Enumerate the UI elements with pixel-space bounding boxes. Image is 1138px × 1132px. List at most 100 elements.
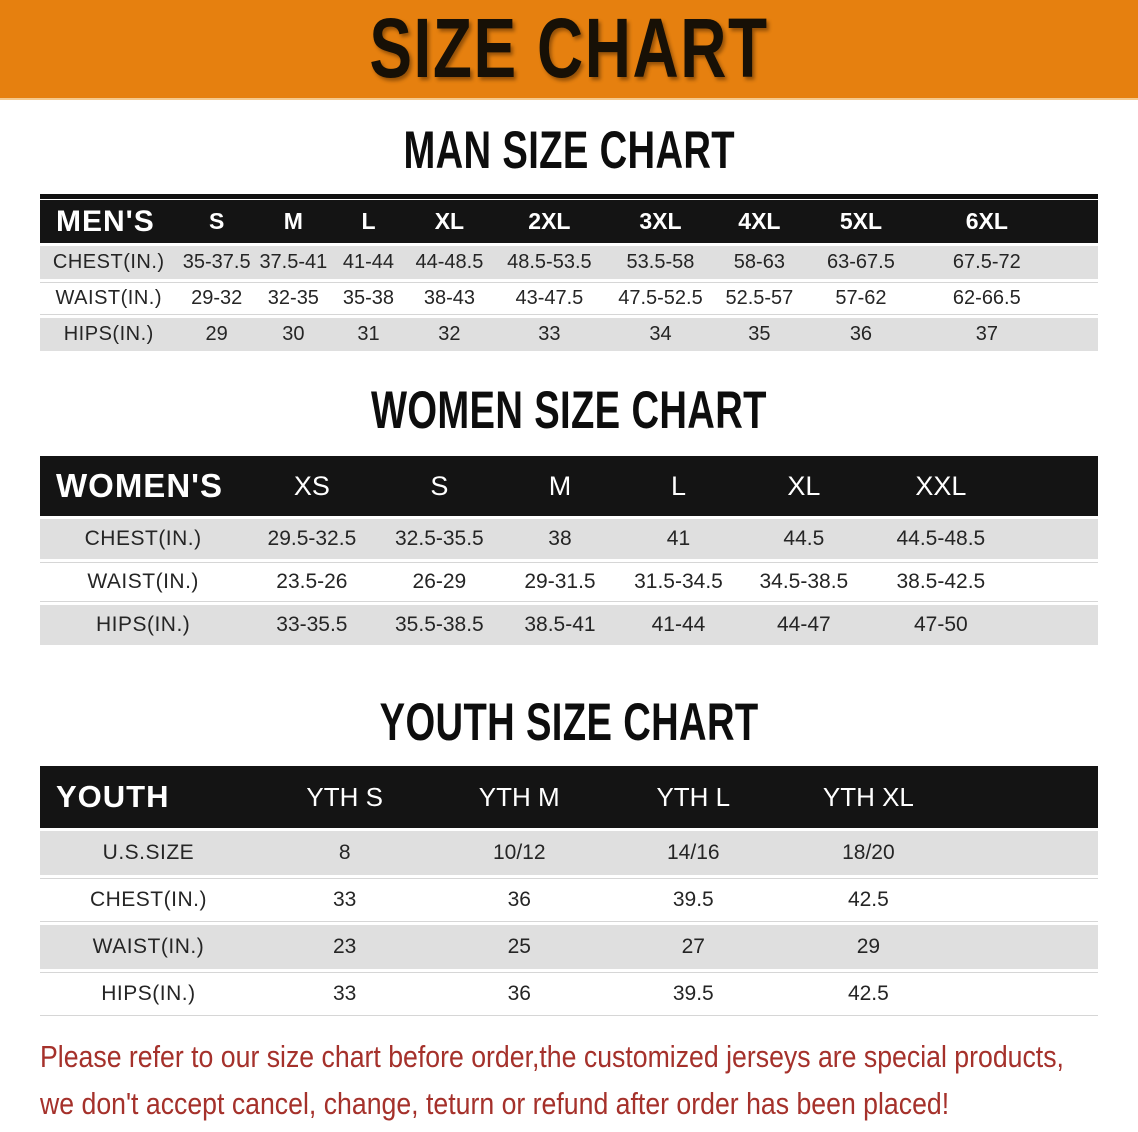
- size-row: WAIST(IN.) 23 25 27 29: [40, 925, 1098, 969]
- row-filler: [956, 831, 1098, 875]
- disclaimer-note: Please refer to our size chart before or…: [40, 1033, 1138, 1127]
- size-row: CHEST(IN.) 29.5-32.5 32.5-35.5 38 41 44.5 44.5…: [40, 519, 1098, 559]
- size-row: CHEST(IN.) 35-37.5 37.5-41 41-44 44-48.5 48.5…: [40, 246, 1098, 279]
- youth-section-heading: YOUTH SIZE CHART: [0, 692, 1138, 753]
- row-label: U.S.SIZE: [40, 831, 257, 875]
- row-label: WAIST(IN.): [40, 282, 178, 315]
- size-row: HIPS(IN.) 33 36 39.5 42.5: [40, 972, 1098, 1016]
- size-row: HIPS(IN.) 33-35.5 35.5-38.5 38.5-41 41-44 44-…: [40, 605, 1098, 645]
- band-filler: [1055, 200, 1098, 243]
- size-cell: 33: [492, 318, 606, 351]
- youth-section: YOUTH SIZE CHART YOUTH YTH S YTH M YTH L YTH…: [0, 692, 1138, 1019]
- row-filler: [1012, 605, 1098, 645]
- size-cell: 38-43: [406, 282, 493, 315]
- women-section-heading: WOMEN SIZE CHART: [0, 380, 1138, 441]
- size-cell: 57-62: [803, 282, 919, 315]
- size-cell: 29: [780, 925, 957, 969]
- row-label: CHEST(IN.): [40, 878, 257, 922]
- men-table-top-rule: [40, 194, 1098, 199]
- row-filler: [956, 878, 1098, 922]
- size-column-header: 4XL: [714, 200, 804, 243]
- size-cell: 33: [256, 878, 433, 922]
- size-cell: 31.5-34.5: [618, 562, 739, 602]
- size-column-header: L: [618, 456, 739, 516]
- women-table-header-row: WOMEN'S XS S M L XL XXL: [40, 456, 1098, 516]
- size-cell: 41: [618, 519, 739, 559]
- size-column-header: S: [177, 200, 256, 243]
- size-row: CHEST(IN.) 33 36 39.5 42.5: [40, 878, 1098, 922]
- women-size-table: WOMEN'S XS S M L XL XXL CHEST(IN.) 29.5-32.5 32.…: [40, 453, 1098, 648]
- size-cell: 62-66.5: [918, 282, 1056, 315]
- size-cell: 30: [255, 318, 331, 351]
- size-column-header: XXL: [869, 456, 1013, 516]
- men-section-heading: MAN SIZE CHART: [0, 120, 1138, 181]
- size-column-header: L: [330, 200, 407, 243]
- size-cell: 38.5-42.5: [869, 562, 1013, 602]
- row-label: HIPS(IN.): [40, 972, 257, 1016]
- size-cell: 42.5: [780, 878, 957, 922]
- size-column-header: XL: [738, 456, 870, 516]
- size-cell: 29-32: [177, 282, 256, 315]
- youth-section-heading-text: YOUTH SIZE CHART: [379, 693, 759, 752]
- size-cell: 47-50: [869, 605, 1013, 645]
- size-cell: 37: [918, 318, 1056, 351]
- youth-size-table: YOUTH YTH S YTH M YTH L YTH XL U.S.SIZE 8 10/1…: [40, 763, 1098, 1019]
- size-row: WAIST(IN.) 23.5-26 26-29 29-31.5 31.5-34.5 34…: [40, 562, 1098, 602]
- row-filler: [1055, 318, 1098, 351]
- row-filler: [1012, 562, 1098, 602]
- size-row: U.S.SIZE 8 10/12 14/16 18/20: [40, 831, 1098, 875]
- size-column-header: YTH S: [256, 766, 433, 828]
- row-label: HIPS(IN.): [40, 318, 178, 351]
- size-cell: 44-48.5: [406, 246, 493, 279]
- table-category-label: MEN'S: [40, 200, 178, 243]
- size-cell: 33-35.5: [246, 605, 378, 645]
- size-cell: 38.5-41: [501, 605, 619, 645]
- row-filler: [956, 925, 1098, 969]
- size-cell: 35-38: [330, 282, 407, 315]
- row-label: WAIST(IN.): [40, 562, 247, 602]
- size-cell: 47.5-52.5: [605, 282, 715, 315]
- size-cell: 32-35: [255, 282, 331, 315]
- size-cell: 36: [432, 878, 606, 922]
- size-cell: 38: [501, 519, 619, 559]
- size-cell: 18/20: [780, 831, 957, 875]
- size-cell: 67.5-72: [918, 246, 1056, 279]
- row-label: HIPS(IN.): [40, 605, 247, 645]
- size-cell: 35-37.5: [177, 246, 256, 279]
- size-cell: 33: [256, 972, 433, 1016]
- row-label: CHEST(IN.): [40, 519, 247, 559]
- size-cell: 44-47: [738, 605, 870, 645]
- size-column-header: YTH M: [432, 766, 606, 828]
- size-row: WAIST(IN.) 29-32 32-35 35-38 38-43 43-47.5 47.…: [40, 282, 1098, 315]
- disclaimer-line-1: Please refer to our size chart before or…: [40, 1039, 1064, 1074]
- women-section: WOMEN SIZE CHART WOMEN'S XS S M L XL XXL CHEST…: [0, 380, 1138, 648]
- men-table-header-row: MEN'S S M L XL 2XL 3XL 4XL 5XL 6XL: [40, 200, 1098, 243]
- size-cell: 43-47.5: [492, 282, 606, 315]
- size-cell: 63-67.5: [803, 246, 919, 279]
- size-column-header: 6XL: [918, 200, 1056, 243]
- men-section-heading-text: MAN SIZE CHART: [403, 121, 735, 180]
- size-cell: 44.5-48.5: [869, 519, 1013, 559]
- youth-table-header-row: YOUTH YTH S YTH M YTH L YTH XL: [40, 766, 1098, 828]
- size-cell: 35: [714, 318, 804, 351]
- size-cell: 37.5-41: [255, 246, 331, 279]
- size-chart-banner: SIZE CHART: [0, 0, 1138, 100]
- size-cell: 44.5: [738, 519, 870, 559]
- size-cell: 29.5-32.5: [246, 519, 378, 559]
- size-cell: 39.5: [606, 972, 781, 1016]
- size-column-header: XL: [406, 200, 493, 243]
- size-cell: 23: [256, 925, 433, 969]
- size-column-header: 5XL: [803, 200, 919, 243]
- size-cell: 36: [803, 318, 919, 351]
- banner-title: SIZE CHART: [369, 1, 769, 96]
- size-cell: 34.5-38.5: [738, 562, 870, 602]
- band-filler: [1012, 456, 1098, 516]
- size-column-header: YTH XL: [780, 766, 957, 828]
- size-column-header: XS: [246, 456, 378, 516]
- size-cell: 23.5-26: [246, 562, 378, 602]
- size-column-header: M: [501, 456, 619, 516]
- row-filler: [1055, 246, 1098, 279]
- band-filler: [956, 766, 1098, 828]
- size-cell: 36: [432, 972, 606, 1016]
- disclaimer-line-2: we don't accept cancel, change, teturn o…: [40, 1086, 950, 1121]
